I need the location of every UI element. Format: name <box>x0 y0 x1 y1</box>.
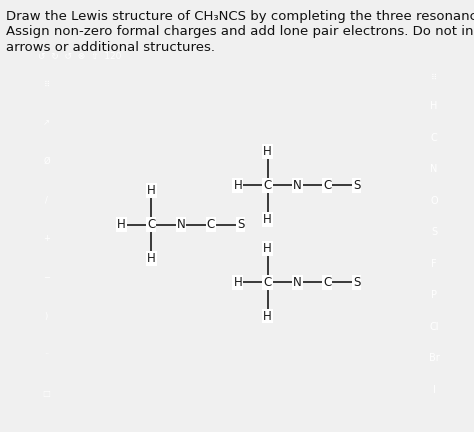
Text: S: S <box>353 179 361 192</box>
Text: P: P <box>431 290 437 300</box>
Text: O: O <box>430 196 438 206</box>
Text: H: H <box>117 218 126 232</box>
Text: C: C <box>264 179 272 192</box>
Text: C: C <box>323 276 331 289</box>
Text: C: C <box>264 276 272 289</box>
Text: +: + <box>43 235 50 244</box>
Text: Assign non-zero formal charges and add lone pair electrons. Do not include reson: Assign non-zero formal charges and add l… <box>6 25 474 38</box>
Text: ⠿: ⠿ <box>431 73 437 82</box>
Text: H: H <box>263 310 272 323</box>
Text: F: F <box>431 259 437 269</box>
Text: H: H <box>147 184 156 197</box>
Text: H: H <box>147 252 156 265</box>
Text: ··: ·· <box>44 350 49 359</box>
Text: arrows or additional structures.: arrows or additional structures. <box>6 41 215 54</box>
Text: Draw the Lewis structure of CH₃NCS by completing the three resonance forms below: Draw the Lewis structure of CH₃NCS by co… <box>6 10 474 22</box>
Text: H: H <box>263 241 272 254</box>
Text: C: C <box>323 179 331 192</box>
Text: S: S <box>237 218 245 232</box>
Text: ↺  ↻  ↺  ⊗  ⇧  120: ↺ ↻ ↺ ⊗ ⇧ 120 <box>38 52 122 61</box>
Text: N: N <box>177 218 185 232</box>
Text: S: S <box>353 276 361 289</box>
Text: N: N <box>293 276 301 289</box>
Text: H: H <box>233 179 242 192</box>
Text: Br: Br <box>429 353 439 363</box>
Text: ↗: ↗ <box>43 119 50 127</box>
Text: N: N <box>430 165 438 175</box>
Text: C: C <box>207 218 215 232</box>
Text: −: − <box>43 273 50 282</box>
Text: S: S <box>431 227 437 237</box>
Text: H: H <box>263 145 272 158</box>
Text: C: C <box>147 218 155 232</box>
Text: Ø: Ø <box>43 157 50 166</box>
Text: ⠿: ⠿ <box>44 80 49 89</box>
Text: Cl: Cl <box>429 322 439 332</box>
Text: H: H <box>233 276 242 289</box>
Text: /: / <box>45 196 48 205</box>
Text: □: □ <box>43 389 50 398</box>
Text: H: H <box>263 213 272 226</box>
Text: ): ) <box>45 312 48 321</box>
Text: C: C <box>431 133 438 143</box>
Text: I: I <box>433 385 436 395</box>
Text: H: H <box>430 102 438 111</box>
Text: N: N <box>293 179 301 192</box>
